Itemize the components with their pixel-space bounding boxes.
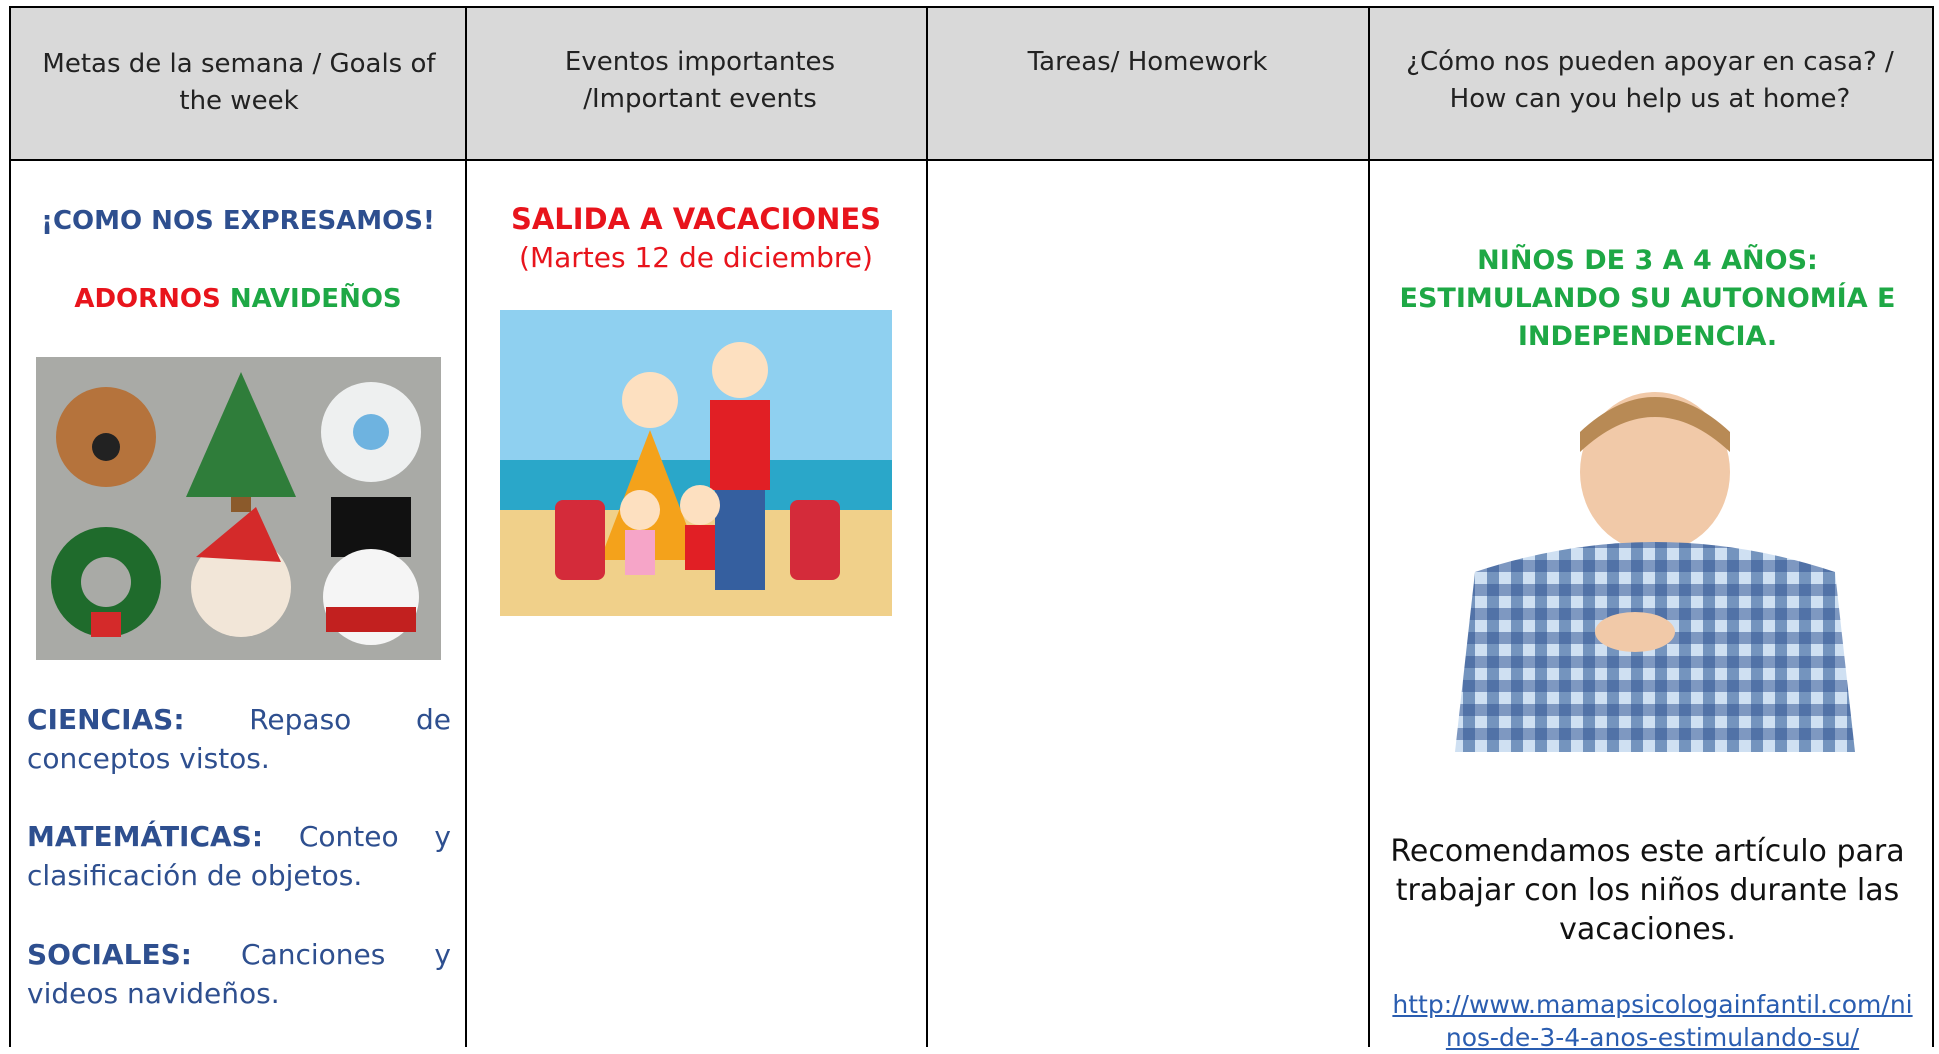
- item-label: SOCIALES:: [27, 938, 192, 971]
- item-text: Repaso de conceptos vistos.: [27, 703, 451, 775]
- border: [465, 6, 467, 1047]
- header-cell: Metas de la semana / Goals of the week: [42, 49, 436, 116]
- border: [9, 6, 1934, 8]
- vacation-image: [500, 310, 892, 616]
- header-cell: Eventos importantes /Important events: [564, 47, 836, 114]
- item-label: CIENCIAS:: [27, 703, 185, 736]
- child-image: [1415, 392, 1881, 791]
- goals-title: ¡COMO NOS EXPRESAMOS!: [41, 206, 435, 236]
- border: [1932, 6, 1934, 1047]
- ornaments-image: [36, 357, 441, 660]
- header-row: [10, 7, 1933, 160]
- help-link-wrap: http://www.mamapsicologainfantil.com/nin…: [1385, 988, 1920, 1054]
- item-text: Canciones y videos navideños.: [27, 938, 452, 1010]
- goal-item: SOCIALES: Canciones y videos navideños.: [27, 935, 451, 1013]
- border: [1368, 6, 1370, 1047]
- border: [9, 159, 1934, 161]
- subtitle-red: ADORNOS: [74, 284, 221, 314]
- goal-item: CIENCIAS: Repaso de conceptos vistos.: [27, 700, 451, 778]
- border: [9, 6, 11, 1047]
- event-title: SALIDA A VACACIONES: [510, 202, 882, 236]
- event-date: (Martes 12 de diciembre): [519, 241, 873, 274]
- subtitle-green: NAVIDEÑOS: [229, 284, 402, 314]
- item-label: MATEMÁTICAS:: [27, 820, 264, 853]
- goal-item: MATEMÁTICAS: Conteo y clasificación de o…: [27, 817, 451, 895]
- help-title: NIÑOS DE 3 A 4 AÑOS: ESTIMULANDO SU AUTO…: [1399, 245, 1896, 352]
- goals-subtitle: ADORNOS NAVIDEÑOS: [12, 284, 464, 314]
- header-cell: Tareas/ Homework: [1027, 47, 1268, 77]
- help-link[interactable]: http://www.mamapsicologainfantil.com/nin…: [1392, 990, 1913, 1052]
- border: [926, 6, 928, 1047]
- header-cell: ¿Cómo nos pueden apoyar en casa? / How c…: [1406, 47, 1894, 114]
- help-text: Recomendamos este artículo para trabajar…: [1390, 834, 1905, 947]
- item-text: Conteo y clasificación de objetos.: [27, 820, 451, 892]
